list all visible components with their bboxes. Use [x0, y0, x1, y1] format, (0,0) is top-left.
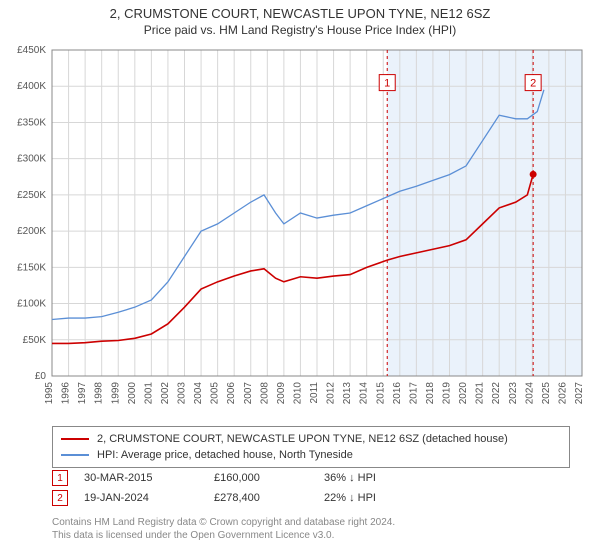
- svg-text:£450K: £450K: [17, 45, 46, 56]
- svg-text:£300K: £300K: [17, 154, 46, 165]
- svg-text:2020: 2020: [458, 382, 469, 405]
- footer-line2: This data is licensed under the Open Gov…: [52, 529, 395, 542]
- svg-text:1999: 1999: [110, 382, 121, 405]
- svg-text:2018: 2018: [425, 382, 436, 405]
- svg-text:£400K: £400K: [17, 81, 46, 92]
- svg-text:1998: 1998: [94, 382, 105, 405]
- svg-text:2021: 2021: [475, 382, 486, 405]
- chart-container: 2, CRUMSTONE COURT, NEWCASTLE UPON TYNE,…: [0, 0, 600, 560]
- title-address: 2, CRUMSTONE COURT, NEWCASTLE UPON TYNE,…: [0, 6, 600, 21]
- svg-text:2017: 2017: [408, 382, 419, 405]
- sale-pct: 36% ↓ HPI: [324, 472, 404, 484]
- sale-pct: 22% ↓ HPI: [324, 492, 404, 504]
- title-subtitle: Price paid vs. HM Land Registry's House …: [0, 23, 600, 37]
- svg-text:2025: 2025: [541, 382, 552, 405]
- legend-label: 2, CRUMSTONE COURT, NEWCASTLE UPON TYNE,…: [97, 433, 508, 445]
- svg-text:£100K: £100K: [17, 299, 46, 310]
- svg-text:2019: 2019: [442, 382, 453, 405]
- svg-text:2022: 2022: [491, 382, 502, 405]
- footer-line1: Contains HM Land Registry data © Crown c…: [52, 516, 395, 529]
- svg-text:£150K: £150K: [17, 262, 46, 273]
- svg-text:£200K: £200K: [17, 226, 46, 237]
- sale-row: 2 19-JAN-2024£278,40022% ↓ HPI: [52, 488, 404, 508]
- svg-text:£250K: £250K: [17, 190, 46, 201]
- sale-date: 30-MAR-2015: [84, 472, 214, 484]
- price-chart: £0£50K£100K£150K£200K£250K£300K£350K£400…: [52, 50, 582, 406]
- svg-text:£50K: £50K: [23, 335, 47, 346]
- svg-text:2004: 2004: [193, 382, 204, 405]
- legend-label: HPI: Average price, detached house, Nort…: [97, 449, 353, 461]
- titles: 2, CRUMSTONE COURT, NEWCASTLE UPON TYNE,…: [0, 0, 600, 37]
- sale-marker: 1: [52, 470, 68, 486]
- svg-text:1995: 1995: [44, 382, 55, 405]
- svg-text:1996: 1996: [61, 382, 72, 405]
- svg-text:£350K: £350K: [17, 117, 46, 128]
- svg-text:2: 2: [530, 78, 536, 90]
- legend-swatch: [61, 454, 89, 456]
- sale-marker: 2: [52, 490, 68, 506]
- sale-date: 19-JAN-2024: [84, 492, 214, 504]
- sale-row: 1 30-MAR-2015£160,00036% ↓ HPI: [52, 468, 404, 488]
- svg-text:2014: 2014: [359, 382, 370, 405]
- sale-price: £160,000: [214, 472, 324, 484]
- svg-text:2027: 2027: [574, 382, 585, 405]
- legend-row: HPI: Average price, detached house, Nort…: [61, 447, 561, 463]
- svg-text:2003: 2003: [177, 382, 188, 405]
- svg-text:£0: £0: [35, 371, 47, 382]
- svg-text:2023: 2023: [508, 382, 519, 405]
- svg-text:2011: 2011: [309, 382, 320, 404]
- svg-text:2002: 2002: [160, 382, 171, 405]
- legend-swatch: [61, 438, 89, 440]
- legend-row: 2, CRUMSTONE COURT, NEWCASTLE UPON TYNE,…: [61, 431, 561, 447]
- svg-text:2001: 2001: [143, 382, 154, 405]
- svg-text:1997: 1997: [77, 382, 88, 405]
- svg-text:2005: 2005: [210, 382, 221, 405]
- svg-text:1: 1: [384, 78, 390, 90]
- svg-text:2026: 2026: [557, 382, 568, 405]
- svg-text:2010: 2010: [292, 382, 303, 405]
- svg-text:2007: 2007: [243, 382, 254, 405]
- sales-table: 1 30-MAR-2015£160,00036% ↓ HPI 2 19-JAN-202…: [52, 468, 404, 508]
- svg-text:2024: 2024: [524, 382, 535, 405]
- svg-text:2012: 2012: [326, 382, 337, 405]
- sale-price: £278,400: [214, 492, 324, 504]
- svg-text:2006: 2006: [226, 382, 237, 405]
- legend: 2, CRUMSTONE COURT, NEWCASTLE UPON TYNE,…: [52, 426, 570, 468]
- svg-text:2000: 2000: [127, 382, 138, 405]
- svg-text:2015: 2015: [375, 382, 386, 405]
- footer: Contains HM Land Registry data © Crown c…: [52, 516, 395, 542]
- svg-text:2013: 2013: [342, 382, 353, 405]
- svg-text:2008: 2008: [259, 382, 270, 405]
- svg-text:2009: 2009: [276, 382, 287, 405]
- svg-text:2016: 2016: [392, 382, 403, 405]
